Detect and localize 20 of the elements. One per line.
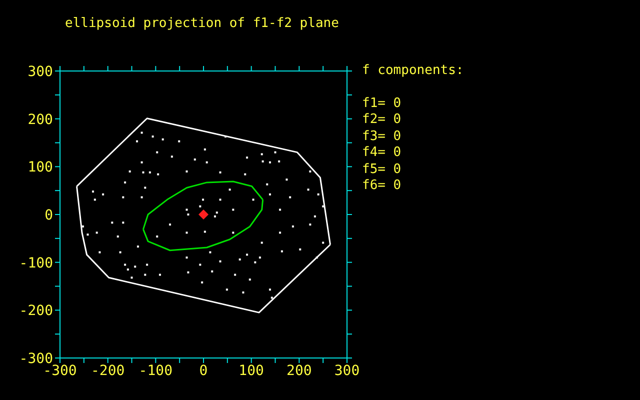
text: f2= 0 <box>362 112 402 128</box>
x-tick-label: 200 <box>286 362 312 379</box>
y-tick-label: 200 <box>28 112 53 128</box>
text: f1= 0 <box>362 96 402 112</box>
chart-title: ellipsoid projection of f1-f2 plane <box>65 16 339 31</box>
text: f5= 0 <box>362 162 402 178</box>
x-tick-label: 0 <box>199 362 208 379</box>
x-tick-label: -100 <box>138 362 173 379</box>
text: f components: <box>362 63 464 80</box>
y-tick-label: 0 <box>44 207 53 224</box>
y-tick-label: -100 <box>19 255 53 272</box>
text: f3= 0 <box>362 128 402 145</box>
y-tick-label: -200 <box>19 303 53 320</box>
x-tick-label: 100 <box>238 362 264 379</box>
y-tick-label: 100 <box>28 160 53 176</box>
text: f6= 0 <box>362 178 402 194</box>
text: f4= 0 <box>362 145 402 162</box>
x-tick-label: -200 <box>90 362 125 379</box>
y-tick-label: 300 <box>28 64 53 80</box>
x-tick-label: 300 <box>334 362 360 379</box>
